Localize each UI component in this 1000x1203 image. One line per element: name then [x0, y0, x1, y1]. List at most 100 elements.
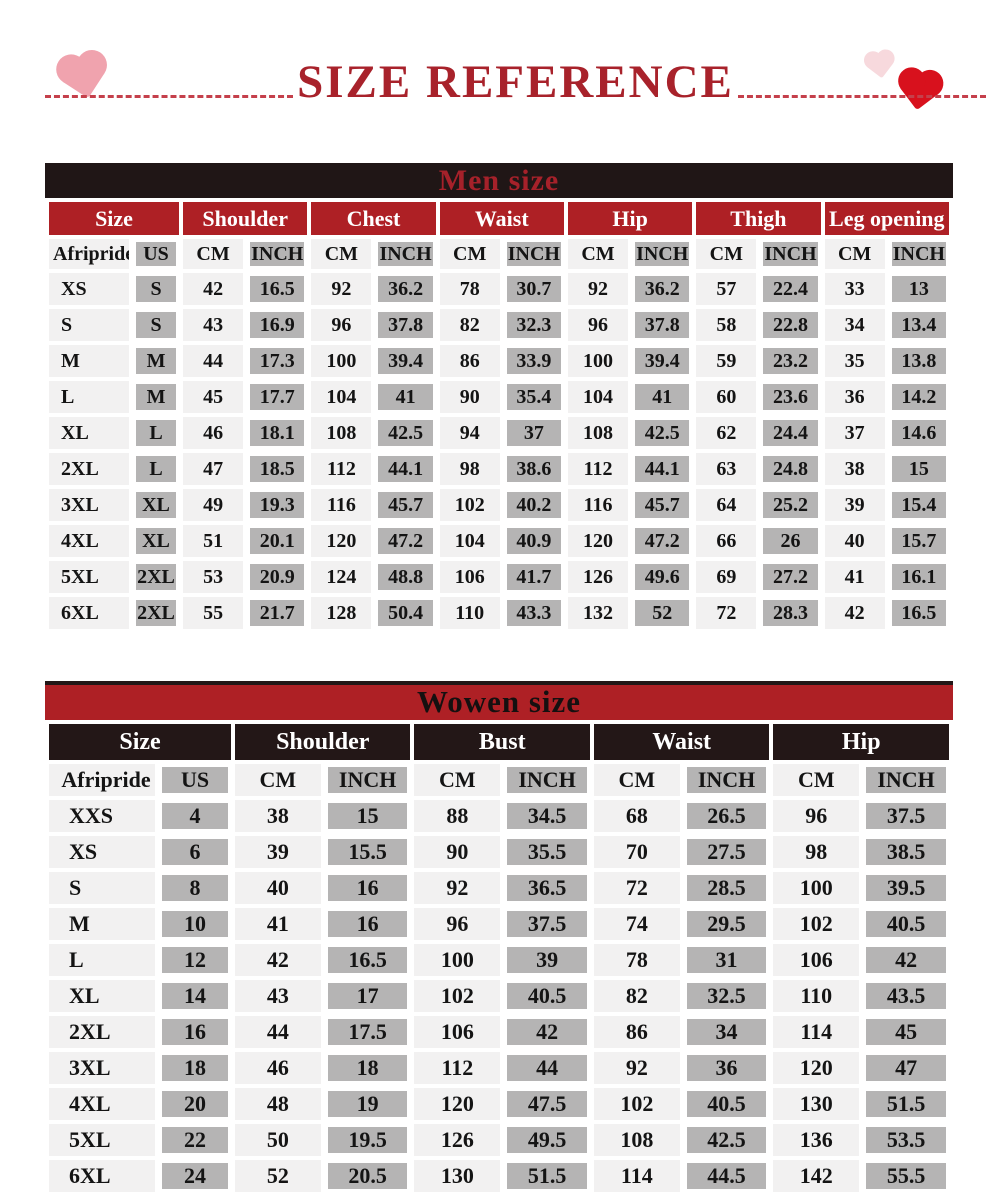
men-size-section: Men size Size Shoulder Chest Waist Hip Thigh L…	[45, 163, 953, 633]
measurement-cell: 49.5	[504, 1124, 590, 1156]
measurement-cell: 2XL	[133, 597, 180, 629]
size-label-cell: L	[49, 944, 155, 976]
size-label-cell: XS	[49, 273, 129, 305]
measurement-cell: 48	[235, 1088, 321, 1120]
unit-header-cell: US	[133, 239, 180, 269]
measurement-cell: 14.6	[888, 417, 949, 449]
unit-header-cell: CM	[567, 239, 629, 269]
measurement-cell: 100	[414, 944, 501, 976]
measurement-cell: 18	[159, 1052, 232, 1084]
measurement-cell: 36	[683, 1052, 770, 1084]
measurement-cell: 44.1	[632, 453, 693, 485]
measurement-cell: 86	[439, 345, 500, 377]
measurement-cell: 112	[311, 453, 372, 485]
unit-header-cell: INCH	[503, 239, 564, 269]
column-group-header: Waist	[439, 202, 564, 235]
column-group-header: Bust	[414, 724, 590, 760]
measurement-cell: 20.1	[247, 525, 308, 557]
unit-header-cell: CM	[696, 239, 757, 269]
measurement-cell: 120	[567, 525, 629, 557]
measurement-cell: 126	[414, 1124, 501, 1156]
measurement-cell: 63	[696, 453, 757, 485]
measurement-cell: 17	[324, 980, 411, 1012]
measurement-cell: 62	[696, 417, 757, 449]
measurement-cell: 104	[567, 381, 629, 413]
measurement-cell: 43.5	[863, 980, 949, 1012]
measurement-cell: L	[133, 417, 180, 449]
measurement-cell: 100	[311, 345, 372, 377]
measurement-cell: 78	[439, 273, 500, 305]
measurement-cell: 25.2	[760, 489, 821, 521]
measurement-cell: 108	[567, 417, 629, 449]
measurement-cell: S	[133, 273, 180, 305]
measurement-cell: 37.8	[632, 309, 693, 341]
measurement-cell: 96	[311, 309, 372, 341]
size-label-cell: 3XL	[49, 1052, 155, 1084]
measurement-cell: 2XL	[133, 561, 180, 593]
measurement-cell: 43.3	[503, 597, 564, 629]
measurement-cell: 24	[159, 1160, 232, 1192]
measurement-cell: 82	[439, 309, 500, 341]
measurement-cell: 17.7	[247, 381, 308, 413]
table-row: XS 6 39 15.5 90 35.5 70 27.5 98 38.5	[49, 836, 949, 868]
size-label-cell: 4XL	[49, 1088, 155, 1120]
measurement-cell: 60	[696, 381, 757, 413]
unit-header-cell: INCH	[863, 764, 949, 796]
measurement-cell: 32.5	[683, 980, 770, 1012]
measurement-cell: 36.2	[632, 273, 693, 305]
measurement-cell: 50	[235, 1124, 321, 1156]
unit-header-cell: US	[159, 764, 232, 796]
measurement-cell: 20	[159, 1088, 232, 1120]
measurement-cell: 130	[414, 1160, 501, 1192]
measurement-cell: 100	[773, 872, 860, 904]
measurement-cell: 22	[159, 1124, 232, 1156]
measurement-cell: 94	[439, 417, 500, 449]
measurement-cell: 28.5	[683, 872, 770, 904]
measurement-cell: 40	[824, 525, 885, 557]
measurement-cell: 42	[824, 597, 885, 629]
measurement-cell: 27.5	[683, 836, 770, 868]
measurement-cell: 44.1	[375, 453, 436, 485]
measurement-cell: 96	[567, 309, 629, 341]
measurement-cell: 72	[696, 597, 757, 629]
size-label-cell: M	[49, 908, 155, 940]
measurement-cell: 100	[567, 345, 629, 377]
size-label-cell: S	[49, 309, 129, 341]
measurement-cell: 50.4	[375, 597, 436, 629]
measurement-cell: 16.1	[888, 561, 949, 593]
measurement-cell: 102	[593, 1088, 680, 1120]
measurement-cell: 39.4	[375, 345, 436, 377]
measurement-cell: 39.5	[863, 872, 949, 904]
unit-header-cell: INCH	[504, 764, 590, 796]
measurement-cell: 42	[504, 1016, 590, 1048]
measurement-cell: 16.9	[247, 309, 308, 341]
size-label-cell: 6XL	[49, 597, 129, 629]
measurement-cell: 17.5	[324, 1016, 411, 1048]
measurement-cell: 15	[324, 800, 411, 832]
measurement-cell: 51	[183, 525, 244, 557]
measurement-cell: 116	[567, 489, 629, 521]
measurement-cell: 44	[235, 1016, 321, 1048]
table-row: XXS 4 38 15 88 34.5 68 26.5 96 37.5	[49, 800, 949, 832]
women-size-section: Wowen size Size Shoulder Bust Waist Hip Afrip…	[45, 681, 953, 1196]
women-size-table: Size Shoulder Bust Waist Hip Afripride US CM INC…	[45, 720, 953, 1196]
measurement-cell: 104	[439, 525, 500, 557]
size-label-cell: 2XL	[49, 1016, 155, 1048]
measurement-cell: 6	[159, 836, 232, 868]
measurement-cell: 53.5	[863, 1124, 949, 1156]
measurement-cell: 27.2	[760, 561, 821, 593]
measurement-cell: 43	[183, 309, 244, 341]
unit-header-cell: INCH	[375, 239, 436, 269]
measurement-cell: 35	[824, 345, 885, 377]
measurement-cell: 120	[414, 1088, 501, 1120]
measurement-cell: 108	[311, 417, 372, 449]
measurement-cell: 40	[235, 872, 321, 904]
size-label-cell: 2XL	[49, 453, 129, 485]
measurement-cell: 34.5	[504, 800, 590, 832]
measurement-cell: 90	[439, 381, 500, 413]
measurement-cell: 35.4	[503, 381, 564, 413]
column-group-header: Shoulder	[183, 202, 308, 235]
measurement-cell: 39.4	[632, 345, 693, 377]
measurement-cell: 55	[183, 597, 244, 629]
